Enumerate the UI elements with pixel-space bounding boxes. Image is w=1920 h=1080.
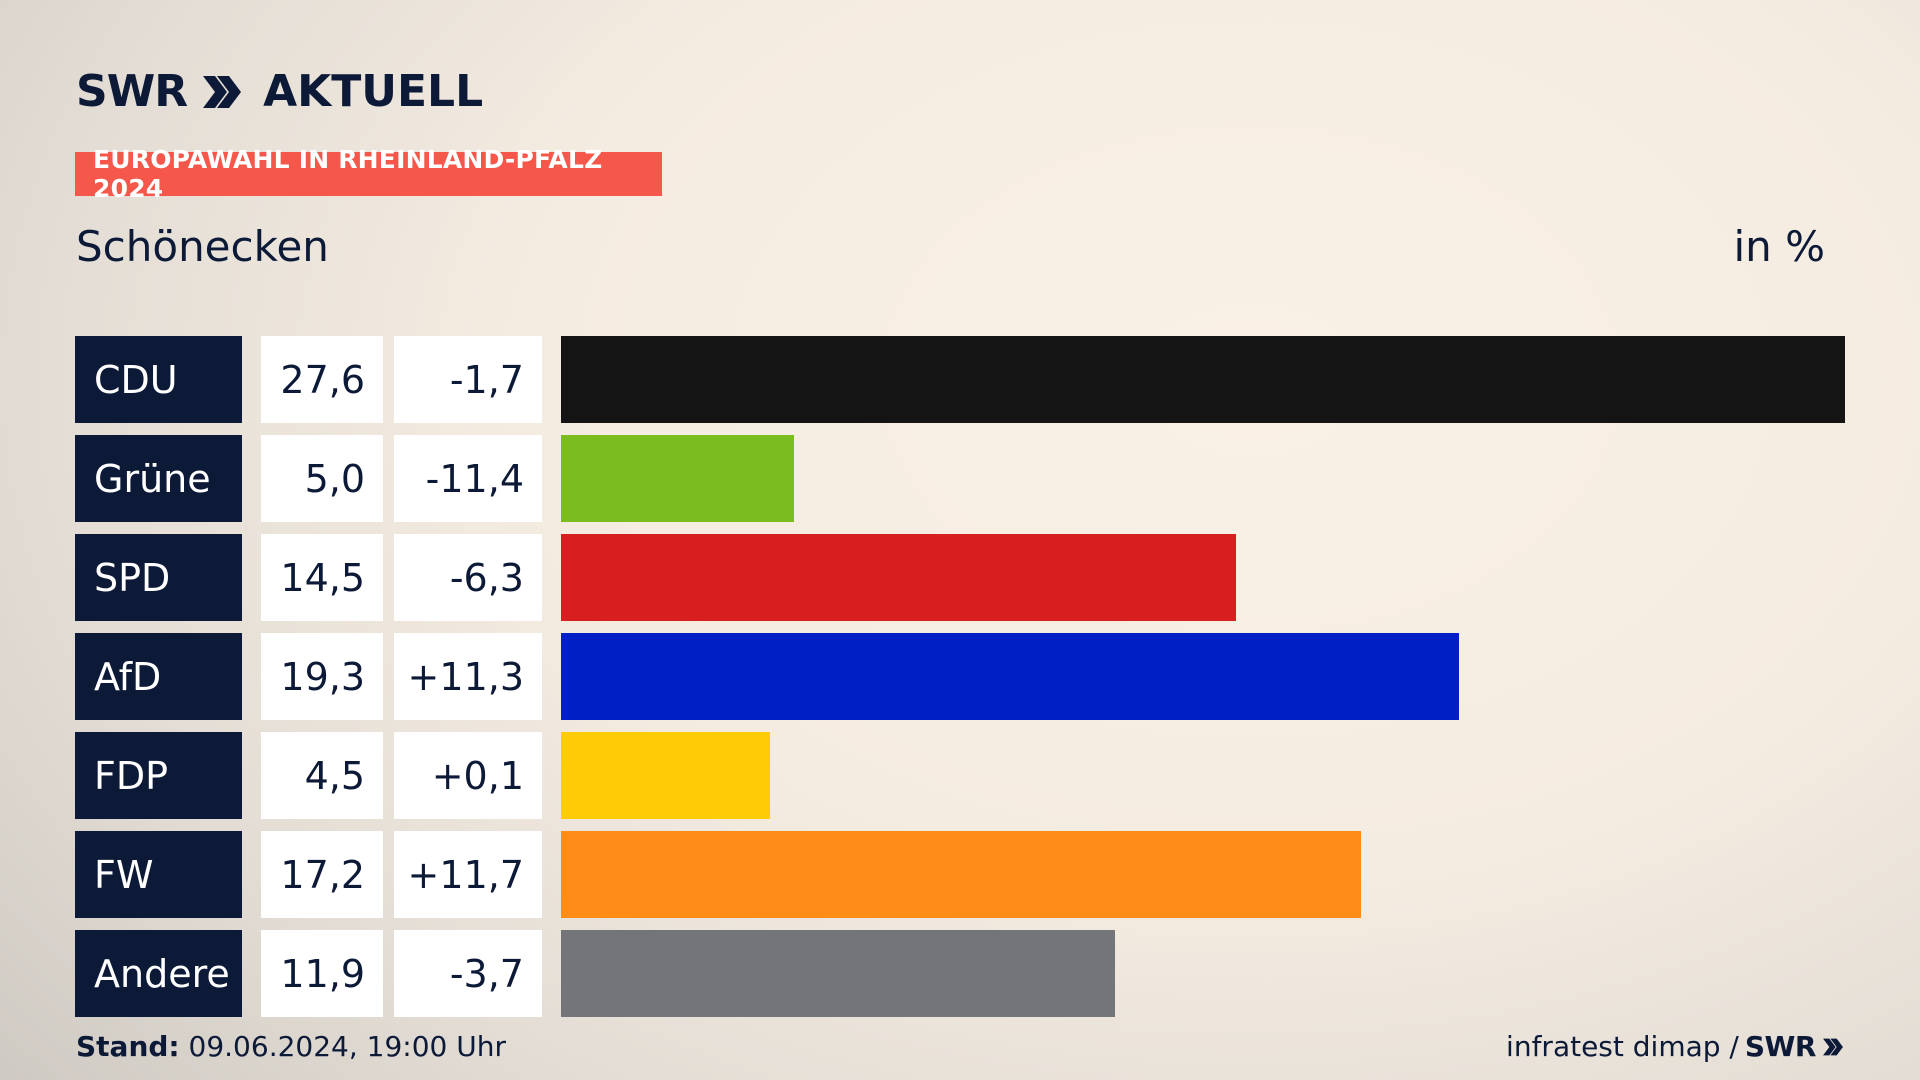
table-row: Andere 11,9 -3,7 [75,930,1845,1017]
party-label: AfD [75,633,242,720]
election-badge: EUROPAWAHL IN RHEINLAND-PFALZ 2024 [75,145,662,203]
change-value: -11,4 [394,435,542,522]
change-value: -3,7 [394,930,542,1017]
result-bar [561,732,770,819]
result-bar [561,831,1361,918]
party-label: CDU [75,336,242,423]
result-bar [561,633,1459,720]
swr-aktuell-logo: SWR AKTUELL [76,70,483,114]
result-value: 27,6 [261,336,383,423]
party-label: Andere [75,930,242,1017]
party-label: Grüne [75,435,242,522]
party-label: FDP [75,732,242,819]
result-value: 17,2 [261,831,383,918]
result-bar [561,435,794,522]
change-value: -6,3 [394,534,542,621]
change-value: -1,7 [394,336,542,423]
change-value: +0,1 [394,732,542,819]
result-value: 4,5 [261,732,383,819]
change-value: +11,3 [394,633,542,720]
double-chevron-icon [203,76,242,108]
result-value: 14,5 [261,534,383,621]
party-label: SPD [75,534,242,621]
stand-value: 09.06.2024, 19:00 Uhr [188,1030,506,1063]
source-credit: infratest dimap / SWR [1506,1030,1844,1063]
table-row: FW 17,2 +11,7 [75,831,1845,918]
logo-brand: SWR [76,66,188,117]
timestamp: Stand: 09.06.2024, 19:00 Uhr [76,1030,506,1063]
result-value: 5,0 [261,435,383,522]
table-row: FDP 4,5 +0,1 [75,732,1845,819]
result-value: 11,9 [261,930,383,1017]
source-brand: SWR [1744,1030,1817,1063]
logo-product: AKTUELL [263,66,484,117]
result-bar [561,534,1236,621]
change-value: +11,7 [394,831,542,918]
table-row: SPD 14,5 -6,3 [75,534,1845,621]
table-row: AfD 19,3 +11,3 [75,633,1845,720]
source-text: infratest dimap / [1506,1030,1739,1063]
result-bar [561,930,1115,1017]
page-title: Schönecken [76,222,329,271]
result-bar [561,336,1845,423]
result-value: 19,3 [261,633,383,720]
table-row: Grüne 5,0 -11,4 [75,435,1845,522]
table-row: CDU 27,6 -1,7 [75,336,1845,423]
double-chevron-small-icon [1823,1038,1843,1055]
unit-label: in % [1733,222,1825,271]
party-label: FW [75,831,242,918]
stand-label: Stand: [76,1030,180,1063]
